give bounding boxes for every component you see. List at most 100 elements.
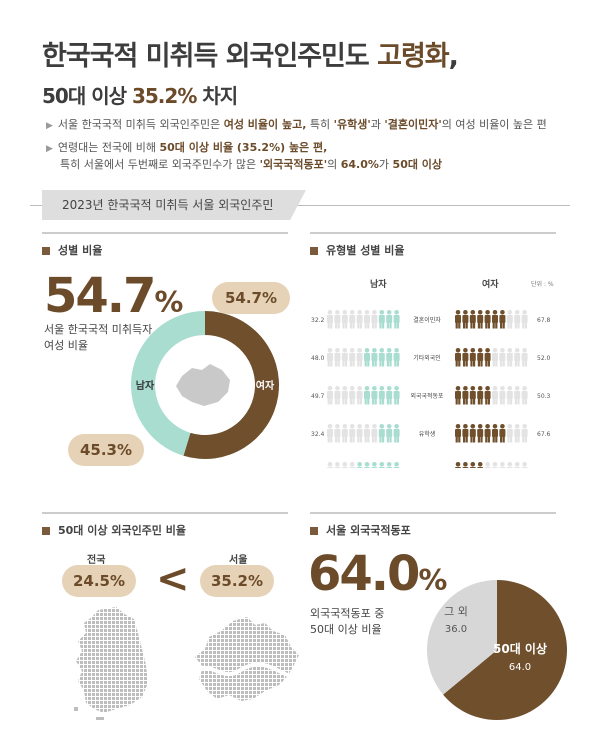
pie-other-label: 그 외 <box>444 605 468 618</box>
square-bullet-icon <box>42 247 50 255</box>
female-person-icon <box>521 348 528 367</box>
male-value-label: 32.2 <box>311 317 325 324</box>
male-person-icon <box>334 462 341 468</box>
female-person-icon <box>462 462 469 468</box>
female-person-icon <box>469 310 476 329</box>
female-person-icon <box>469 348 476 367</box>
unit-label: 단위 : % <box>531 281 554 288</box>
seoul-map-icon <box>195 617 301 701</box>
female-person-icon <box>492 462 498 468</box>
female-person-icon <box>469 424 476 443</box>
female-person-icon <box>499 386 506 405</box>
male-person-icon <box>371 348 378 367</box>
male-person-icon <box>371 462 378 468</box>
female-column-header: 여자 <box>482 280 499 290</box>
male-person-icon <box>386 462 393 468</box>
square-bullet-icon <box>310 247 318 255</box>
female-person-icon <box>455 310 461 329</box>
ethnic-big-number: 64.0% <box>308 546 447 602</box>
female-person-icon <box>477 386 484 405</box>
seoul-silhouette-icon <box>176 364 230 406</box>
male-person-icon <box>371 386 378 405</box>
male-person-icon <box>393 310 400 329</box>
male-person-icon <box>327 462 333 468</box>
pie-slice-그 외 <box>427 580 497 695</box>
female-person-icon <box>455 424 461 443</box>
female-person-icon <box>506 424 513 443</box>
female-bubble: 54.7% <box>212 282 290 314</box>
donut-slice-여자 <box>183 311 279 459</box>
male-person-icon <box>364 310 370 329</box>
male-person-icon <box>334 348 341 367</box>
nation-bubble: 24.5% <box>62 565 136 597</box>
gender-description: 서울 한국국적 미취득자 여성 비율 <box>44 323 153 352</box>
male-person-icon <box>386 348 393 367</box>
male-person-icon <box>341 386 348 405</box>
male-person-icon <box>378 424 385 443</box>
bullet-2: ▶ 연령대는 전국에 비해 50대 이상 비율 (35.2%) 높은 편, 특히 … <box>46 141 443 171</box>
female-person-icon <box>514 462 521 468</box>
female-value-label: 67.6 <box>537 431 551 438</box>
page-title: 한국국적 미취득 외국인주민도 고령화, <box>42 41 459 72</box>
female-person-icon <box>484 310 491 329</box>
male-person-icon <box>393 424 400 443</box>
seoul-label: 서울 <box>229 555 248 566</box>
female-value-label: 67.8 <box>537 317 551 324</box>
female-person-icon <box>484 348 491 367</box>
male-person-icon <box>341 462 348 468</box>
female-value-label: 50.3 <box>537 393 551 400</box>
female-person-icon <box>455 386 461 405</box>
row-category-label: 결혼이민자 <box>413 316 441 324</box>
male-person-icon <box>341 348 348 367</box>
female-person-icon <box>484 386 491 405</box>
male-person-icon <box>327 348 333 367</box>
row-category-label: 외국국적동포 <box>410 393 444 400</box>
ethnic-section-rule <box>310 512 556 514</box>
female-person-icon <box>484 462 491 468</box>
ethnic-description: 외국국적동포 중 50대 이상 비율 <box>310 607 385 636</box>
female-person-icon <box>469 386 476 405</box>
male-person-icon <box>349 348 356 367</box>
pie-main-label: 50대 이상 <box>493 641 547 656</box>
female-person-icon <box>514 348 521 367</box>
male-person-icon <box>364 348 370 367</box>
female-person-icon <box>492 424 498 443</box>
male-person-icon <box>356 462 363 468</box>
male-person-icon <box>393 348 400 367</box>
nation-label: 전국 <box>87 555 106 566</box>
male-person-icon <box>349 310 356 329</box>
gender-donut-chart: 여자 남자 <box>131 311 279 459</box>
female-person-icon <box>499 424 506 443</box>
male-person-icon <box>378 310 385 329</box>
male-person-icon <box>349 424 356 443</box>
male-person-icon <box>356 424 363 443</box>
male-person-icon <box>364 386 370 405</box>
square-bullet-icon <box>42 527 50 535</box>
bullet-1: ▶ 서울 한국국적 미취득 외국인주민은 여성 비율이 높고, 특히 '유학생'과… <box>46 118 547 131</box>
female-person-icon <box>469 462 476 468</box>
female-person-icon <box>521 386 528 405</box>
female-person-icon <box>506 462 513 468</box>
male-person-icon <box>386 310 393 329</box>
male-person-icon <box>386 386 393 405</box>
male-person-icon <box>356 386 363 405</box>
female-person-icon <box>462 386 469 405</box>
male-person-icon <box>327 424 333 443</box>
age-section-heading: 50대 이상 외국인주민 비율 <box>42 522 186 538</box>
pie-other-value: 36.0 <box>445 624 467 635</box>
female-person-icon <box>514 310 521 329</box>
section-banner: 2023년 한국국적 미취득 서울 외국인주민 <box>42 190 306 220</box>
male-person-icon <box>378 386 385 405</box>
male-person-icon <box>349 386 356 405</box>
female-person-icon <box>506 348 513 367</box>
female-person-icon <box>477 348 484 367</box>
female-person-icon <box>506 386 513 405</box>
male-person-icon <box>378 348 385 367</box>
male-value-label: 32.4 <box>311 431 325 438</box>
ethnic-section-heading: 서울 외국국적동포 <box>310 522 411 538</box>
female-value-label: 52.0 <box>537 355 551 362</box>
female-person-icon <box>521 462 528 468</box>
female-person-icon <box>477 462 484 468</box>
page-subtitle: 50대 이상 35.2% 차지 <box>42 84 238 108</box>
male-person-icon <box>386 424 393 443</box>
